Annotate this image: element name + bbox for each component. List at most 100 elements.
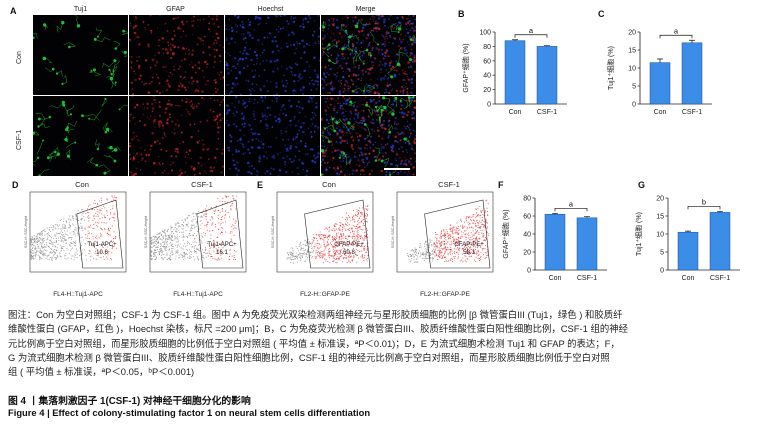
y-tick-label: 5 bbox=[632, 84, 636, 91]
row-label-con: Con bbox=[16, 51, 23, 64]
y-tick-label: 15 bbox=[656, 214, 664, 221]
caption-line: G 为流式细胞术检测 β 微管蛋白III、胶质纤维酸性蛋白阳性细胞比例，CSF-… bbox=[8, 351, 610, 363]
figure-caption: 图注：Con 为空白对照组；CSF-1 为 CSF-1 组。图中 A 为免疫荧光… bbox=[8, 308, 760, 379]
column-header-tuj1: Tuj1 bbox=[73, 6, 88, 13]
y-tick-label: 100 bbox=[479, 30, 491, 37]
figure-title-english: Figure 4 | Effect of colony-stimulating … bbox=[8, 407, 371, 418]
micrograph-gfap-csf1 bbox=[129, 96, 224, 176]
y-tick-label: 40 bbox=[483, 73, 491, 80]
error-bar bbox=[584, 216, 590, 218]
bar-con bbox=[544, 213, 566, 271]
significance-label: a bbox=[569, 199, 574, 208]
y-tick-label: 10 bbox=[656, 232, 664, 239]
gate-label: GFAP-PE+ bbox=[454, 242, 484, 248]
column-header-gfap: GFAP bbox=[166, 6, 185, 13]
error-bar bbox=[552, 212, 558, 215]
gate-label: Tuj1-APC+ bbox=[87, 242, 117, 248]
x-category-label: CSF-1 bbox=[577, 275, 597, 282]
flow-x-axis-label: FL4-H::Tuj1-APC bbox=[173, 291, 223, 298]
y-tick-label: 40 bbox=[523, 232, 531, 239]
y-tick-label: 60 bbox=[483, 58, 491, 65]
y-tick-label: 20 bbox=[656, 196, 664, 203]
panel-label-f: F bbox=[498, 180, 504, 190]
significance-label: a bbox=[529, 26, 534, 35]
micrograph-gfap-con bbox=[129, 15, 224, 95]
figure-title-chinese: 图 4 丨集落刺激因子 1(CSF-1) 对神经干细胞分化的影响 bbox=[8, 396, 251, 407]
bar-csf-1 bbox=[536, 46, 558, 105]
chart-g-tuj1-flow: 0 5 10 15 20 Tuj1⁺细胞 (%) Con CSF-1 b bbox=[634, 196, 740, 282]
flow-y-axis-label: SSC-H::SSC-Height bbox=[271, 216, 275, 248]
micrograph-tuj1-con bbox=[33, 15, 128, 95]
y-tick-label: 20 bbox=[628, 30, 636, 37]
micrograph-hoechst-csf1 bbox=[225, 96, 320, 176]
caption-line: 元比例高于空白对照组，而星形胶质细胞的比例低于空白对照组 ( 平均值 ± 标准误… bbox=[8, 337, 620, 349]
bar-csf-1 bbox=[576, 217, 598, 271]
panel-label-b: B bbox=[458, 9, 465, 19]
y-axis-label: GFAP⁺细胞 (%) bbox=[461, 43, 470, 92]
column-header-hoechst: Hoechst bbox=[257, 6, 284, 13]
flow-plot-title: Con bbox=[322, 180, 336, 189]
flow-plot-title: CSF-1 bbox=[438, 180, 460, 189]
flow-plot-title: CSF-1 bbox=[191, 180, 213, 189]
significance-bracket bbox=[687, 205, 721, 210]
x-category-label: CSF-1 bbox=[537, 109, 557, 116]
significance-bracket bbox=[514, 34, 548, 38]
bar-csf-1 bbox=[709, 212, 731, 271]
bar-con bbox=[649, 62, 671, 105]
flow-x-axis-label: FL4-H::Tuj1-APC bbox=[53, 291, 103, 298]
y-tick-label: 80 bbox=[483, 44, 491, 51]
error-bar bbox=[689, 39, 695, 43]
micrograph-hoechst-con bbox=[225, 15, 320, 95]
x-category-label: Con bbox=[549, 275, 562, 282]
significance-bracket bbox=[659, 34, 693, 39]
y-tick-label: 0 bbox=[660, 268, 664, 275]
gate-percentage: 16.1 bbox=[216, 250, 228, 256]
bar-csf-1 bbox=[681, 42, 703, 105]
y-tick-label: 5 bbox=[660, 250, 664, 257]
error-bar bbox=[717, 210, 723, 213]
x-category-label: Con bbox=[682, 275, 695, 282]
gate-percentage: 10.6 bbox=[96, 250, 108, 256]
error-bar bbox=[685, 230, 691, 233]
caption-line: 图注：Con 为空白对照组；CSF-1 为 CSF-1 组。图中 A 为免疫荧光… bbox=[8, 309, 623, 320]
x-category-label: CSF-1 bbox=[682, 109, 702, 116]
y-tick-label: 80 bbox=[523, 196, 531, 203]
y-tick-label: 0 bbox=[527, 268, 531, 275]
caption-line: 组 ( 平均值 ± 标准误，ªP＜0.05，ᵇP＜0.001) bbox=[8, 366, 195, 378]
error-bar bbox=[512, 39, 518, 41]
error-bar bbox=[544, 45, 550, 47]
flow-plot-e-csf-1: CSF-1 GFAP-PE+ 58.1 FL2-H::GFAP-PE SSC-H::SS… bbox=[385, 178, 497, 306]
y-axis-label: Tuj1⁺细胞 (%) bbox=[606, 46, 615, 90]
panel-label-g: G bbox=[638, 180, 646, 190]
y-tick-label: 10 bbox=[628, 66, 636, 73]
bar-con bbox=[677, 231, 699, 271]
significance-label: b bbox=[702, 197, 706, 206]
column-header-merge: Merge bbox=[355, 6, 376, 13]
y-axis-label: Tuj1⁺细胞 (%) bbox=[634, 212, 643, 256]
flow-y-axis-label: SSC-H::SSC-Height bbox=[144, 216, 148, 248]
flow-x-axis-label: FL2-H::GFAP-PE bbox=[300, 291, 351, 298]
x-category-label: Con bbox=[509, 109, 522, 116]
y-tick-label: 15 bbox=[628, 48, 636, 55]
y-tick-label: 60 bbox=[523, 214, 531, 221]
chart-f-gfap-flow: 0 20 40 60 80 GFAP⁺细胞 (%) Con CSF-1 a bbox=[501, 196, 607, 282]
x-category-label: Con bbox=[654, 109, 667, 116]
flow-y-axis-label: SSC-H::SSC-Height bbox=[24, 216, 28, 248]
micrograph-merge-csf1 bbox=[321, 96, 416, 176]
micrograph-tuj1-csf1 bbox=[33, 96, 128, 176]
flow-plot-e-con: Con GFAP-PE+ 60.8 FL2-H::GFAP-PE SSC-H::SSC-… bbox=[265, 178, 377, 306]
chart-b-gfap-if: 0 20 40 60 80 100 GFAP⁺细胞 (%) Con CSF-1 a bbox=[461, 26, 567, 116]
gate-percentage: 58.1 bbox=[463, 250, 475, 256]
gate-label: Tuj1-APC+ bbox=[207, 242, 237, 248]
significance-label: a bbox=[674, 26, 679, 35]
panel-label-e: E bbox=[257, 180, 264, 190]
panel-label-d: D bbox=[12, 180, 19, 190]
y-tick-label: 20 bbox=[523, 250, 531, 257]
y-tick-label: 0 bbox=[487, 102, 491, 109]
chart-c-tuj1-if: 0 5 10 15 20 Tuj1⁺细胞 (%) Con CSF-1 a bbox=[606, 26, 712, 116]
caption-line: 维酸性蛋白 (GFAP，红色 )，Hoechst 染核，标尺 =200 μm]；… bbox=[8, 323, 628, 335]
row-label-csf1: CSF-1 bbox=[16, 129, 23, 150]
flow-plot-title: Con bbox=[75, 180, 89, 189]
